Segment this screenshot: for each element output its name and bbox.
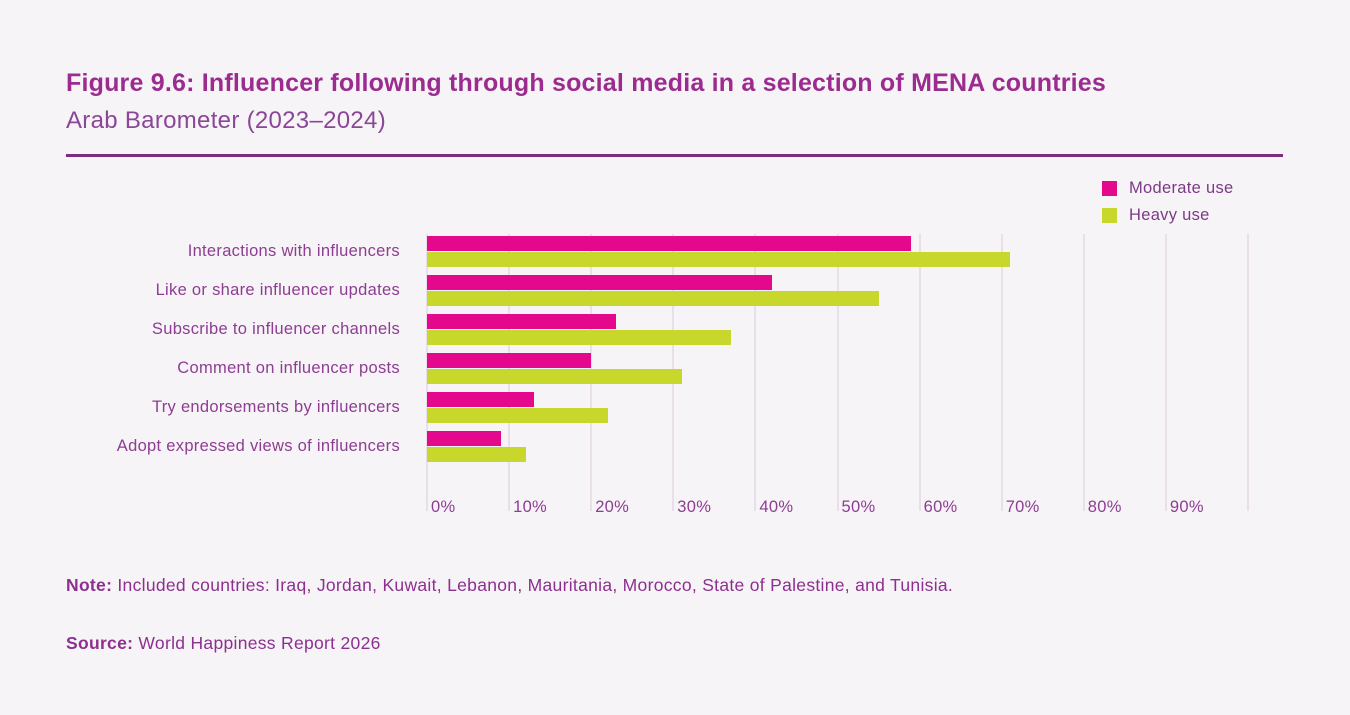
bar-group — [427, 275, 1248, 306]
bar-moderate-use-interactions-with-influencers — [427, 236, 912, 251]
x-axis-label-30: 30% — [677, 498, 712, 516]
category-label: Try endorsements by influencers — [151, 398, 400, 416]
bar-group — [427, 392, 1248, 423]
bar-rows: Interactions with influencers Like or sha… — [66, 236, 1350, 462]
x-axis-label-80: 80% — [1087, 498, 1122, 516]
bar-moderate-use-subscribe-to-influencer-channels — [427, 314, 616, 329]
x-axis-label-60: 60% — [923, 498, 958, 516]
chart-row-adopt-expressed-views-of-influencers: Adopt expressed views of influencers — [66, 431, 1350, 462]
x-axis-label-50: 50% — [841, 498, 876, 516]
note-body: Included countries: Iraq, Jordan, Kuwait… — [112, 575, 954, 595]
x-axis-label-20: 20% — [595, 498, 630, 516]
bar-moderate-use-adopt-expressed-views-of-influencers — [427, 431, 501, 446]
category-label: Interactions with influencers — [187, 242, 400, 260]
legend-label-moderate-use: Moderate use — [1129, 179, 1234, 197]
chart-row-like-or-share-influencer-updates: Like or share influencer updates — [66, 275, 1350, 306]
bar-moderate-use-like-or-share-influencer-updates — [427, 275, 772, 290]
source-label: Source: — [66, 633, 134, 653]
x-axis-label-90: 90% — [1169, 498, 1204, 516]
x-axis-label-10: 10% — [513, 498, 548, 516]
bar-heavy-use-try-endorsements-by-influencers — [427, 408, 608, 423]
category-label: Adopt expressed views of influencers — [116, 437, 400, 455]
x-axis-label-40: 40% — [759, 498, 794, 516]
bar-heavy-use-comment-on-influencer-posts — [427, 369, 682, 384]
source-body: World Happiness Report 2026 — [133, 633, 381, 653]
x-axis: 0% 10% 20% 30% 40% 50% 60% 70% 80% 90% — [427, 498, 1248, 519]
bar-moderate-use-try-endorsements-by-influencers — [427, 392, 534, 407]
figure-footer: Note: Included countries: Iraq, Jordan, … — [66, 574, 1350, 654]
chart-row-subscribe-to-influencer-channels: Subscribe to influencer channels — [66, 314, 1350, 345]
bar-group — [427, 314, 1248, 345]
category-label: Comment on influencer posts — [177, 359, 400, 377]
figure-subtitle: Arab Barometer (2023–2024) — [66, 107, 386, 134]
bar-chart: Moderate use Heavy use Interactions with… — [66, 157, 1350, 519]
bar-group — [427, 353, 1248, 384]
legend-item-heavy-use: Heavy use — [1102, 206, 1234, 225]
category-label: Like or share influencer updates — [155, 281, 400, 299]
bar-heavy-use-subscribe-to-influencer-channels — [427, 330, 731, 345]
note-text: Note: Included countries: Iraq, Jordan, … — [66, 574, 1350, 596]
x-axis-label-70: 70% — [1005, 498, 1040, 516]
x-axis-label-0: 0% — [431, 498, 456, 516]
moderate-use-swatch-icon — [1102, 181, 1117, 196]
figure-title: Figure 9.6: Influencer following through… — [66, 69, 1107, 97]
chart-row-try-endorsements-by-influencers: Try endorsements by influencers — [66, 392, 1350, 423]
note-label: Note: — [66, 575, 113, 595]
source-text: Source: World Happiness Report 2026 — [66, 632, 1350, 654]
category-label: Subscribe to influencer channels — [151, 320, 400, 338]
bar-heavy-use-interactions-with-influencers — [427, 252, 1010, 267]
bar-moderate-use-comment-on-influencer-posts — [427, 353, 592, 368]
bar-heavy-use-like-or-share-influencer-updates — [427, 291, 879, 306]
heavy-use-swatch-icon — [1102, 208, 1117, 223]
legend-label-heavy-use: Heavy use — [1129, 206, 1210, 224]
chart-legend: Moderate use Heavy use — [1102, 179, 1234, 233]
legend-item-moderate-use: Moderate use — [1102, 179, 1234, 198]
chart-row-interactions-with-influencers: Interactions with influencers — [66, 236, 1350, 267]
plot-area: Interactions with influencers Like or sha… — [66, 234, 1350, 519]
bar-group — [427, 431, 1248, 462]
bar-group — [427, 236, 1248, 267]
title-divider — [66, 154, 1283, 157]
bar-heavy-use-adopt-expressed-views-of-influencers — [427, 447, 526, 462]
chart-row-comment-on-influencer-posts: Comment on influencer posts — [66, 353, 1350, 384]
